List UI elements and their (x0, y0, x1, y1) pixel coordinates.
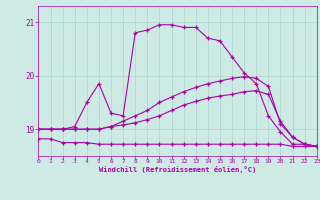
X-axis label: Windchill (Refroidissement éolien,°C): Windchill (Refroidissement éolien,°C) (99, 166, 256, 173)
